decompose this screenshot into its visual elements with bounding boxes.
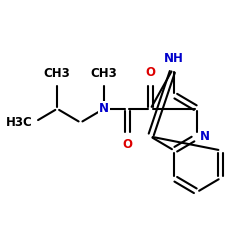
Text: O: O [122,138,132,151]
Text: N: N [99,102,109,115]
Text: NH: NH [164,52,184,65]
Text: O: O [146,66,156,79]
Text: CH3: CH3 [44,67,70,80]
Text: H3C: H3C [6,116,33,129]
Text: N: N [200,130,209,143]
Text: CH3: CH3 [90,67,117,80]
